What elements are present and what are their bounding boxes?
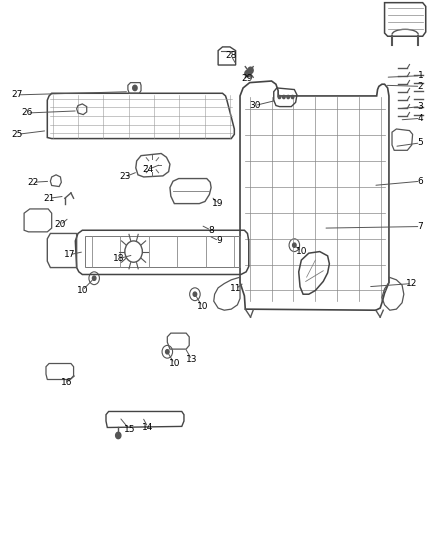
Text: 15: 15 (124, 425, 135, 433)
Circle shape (245, 70, 250, 77)
Text: 22: 22 (27, 178, 39, 187)
Circle shape (293, 243, 296, 247)
Text: 2: 2 (418, 82, 423, 91)
Circle shape (291, 95, 294, 99)
Circle shape (278, 95, 281, 99)
Circle shape (92, 276, 96, 280)
Text: 10: 10 (197, 302, 208, 311)
Text: 8: 8 (208, 226, 214, 235)
Text: 19: 19 (212, 199, 224, 208)
Text: 6: 6 (417, 177, 424, 185)
Text: 21: 21 (43, 194, 55, 203)
Circle shape (133, 85, 137, 91)
Text: 26: 26 (21, 109, 33, 117)
Circle shape (283, 95, 285, 99)
Circle shape (166, 350, 169, 354)
Text: 11: 11 (230, 285, 241, 293)
Text: 20: 20 (55, 221, 66, 229)
Text: 4: 4 (418, 114, 423, 123)
Text: 1: 1 (417, 71, 424, 80)
Text: 5: 5 (417, 139, 424, 147)
Text: 17: 17 (64, 251, 75, 259)
Text: 9: 9 (216, 237, 222, 245)
Text: 25: 25 (12, 130, 23, 139)
Circle shape (116, 432, 121, 439)
Circle shape (193, 292, 197, 296)
Text: 16: 16 (61, 378, 72, 387)
Text: 3: 3 (417, 102, 424, 111)
Text: 30: 30 (249, 101, 261, 110)
Text: 10: 10 (77, 286, 88, 295)
Text: 10: 10 (169, 359, 180, 368)
Text: 7: 7 (417, 222, 424, 231)
Text: 29: 29 (242, 75, 253, 83)
Text: 24: 24 (142, 165, 154, 174)
Circle shape (287, 95, 290, 99)
Text: 12: 12 (406, 279, 417, 288)
Text: 28: 28 (226, 52, 237, 60)
Text: 10: 10 (296, 247, 307, 256)
Circle shape (248, 67, 253, 74)
Text: 14: 14 (142, 423, 154, 432)
Text: 18: 18 (113, 254, 125, 263)
Text: 23: 23 (119, 173, 131, 181)
Text: 13: 13 (186, 356, 198, 364)
Text: 27: 27 (12, 91, 23, 99)
